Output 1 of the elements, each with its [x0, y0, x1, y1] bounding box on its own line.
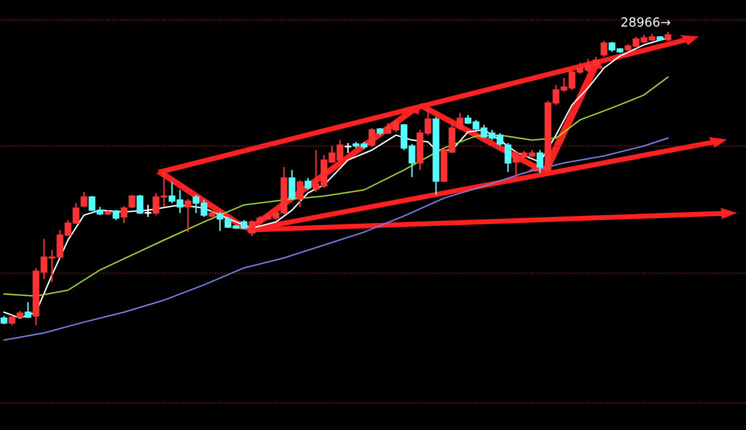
- annotation: 28966→: [621, 17, 670, 27]
